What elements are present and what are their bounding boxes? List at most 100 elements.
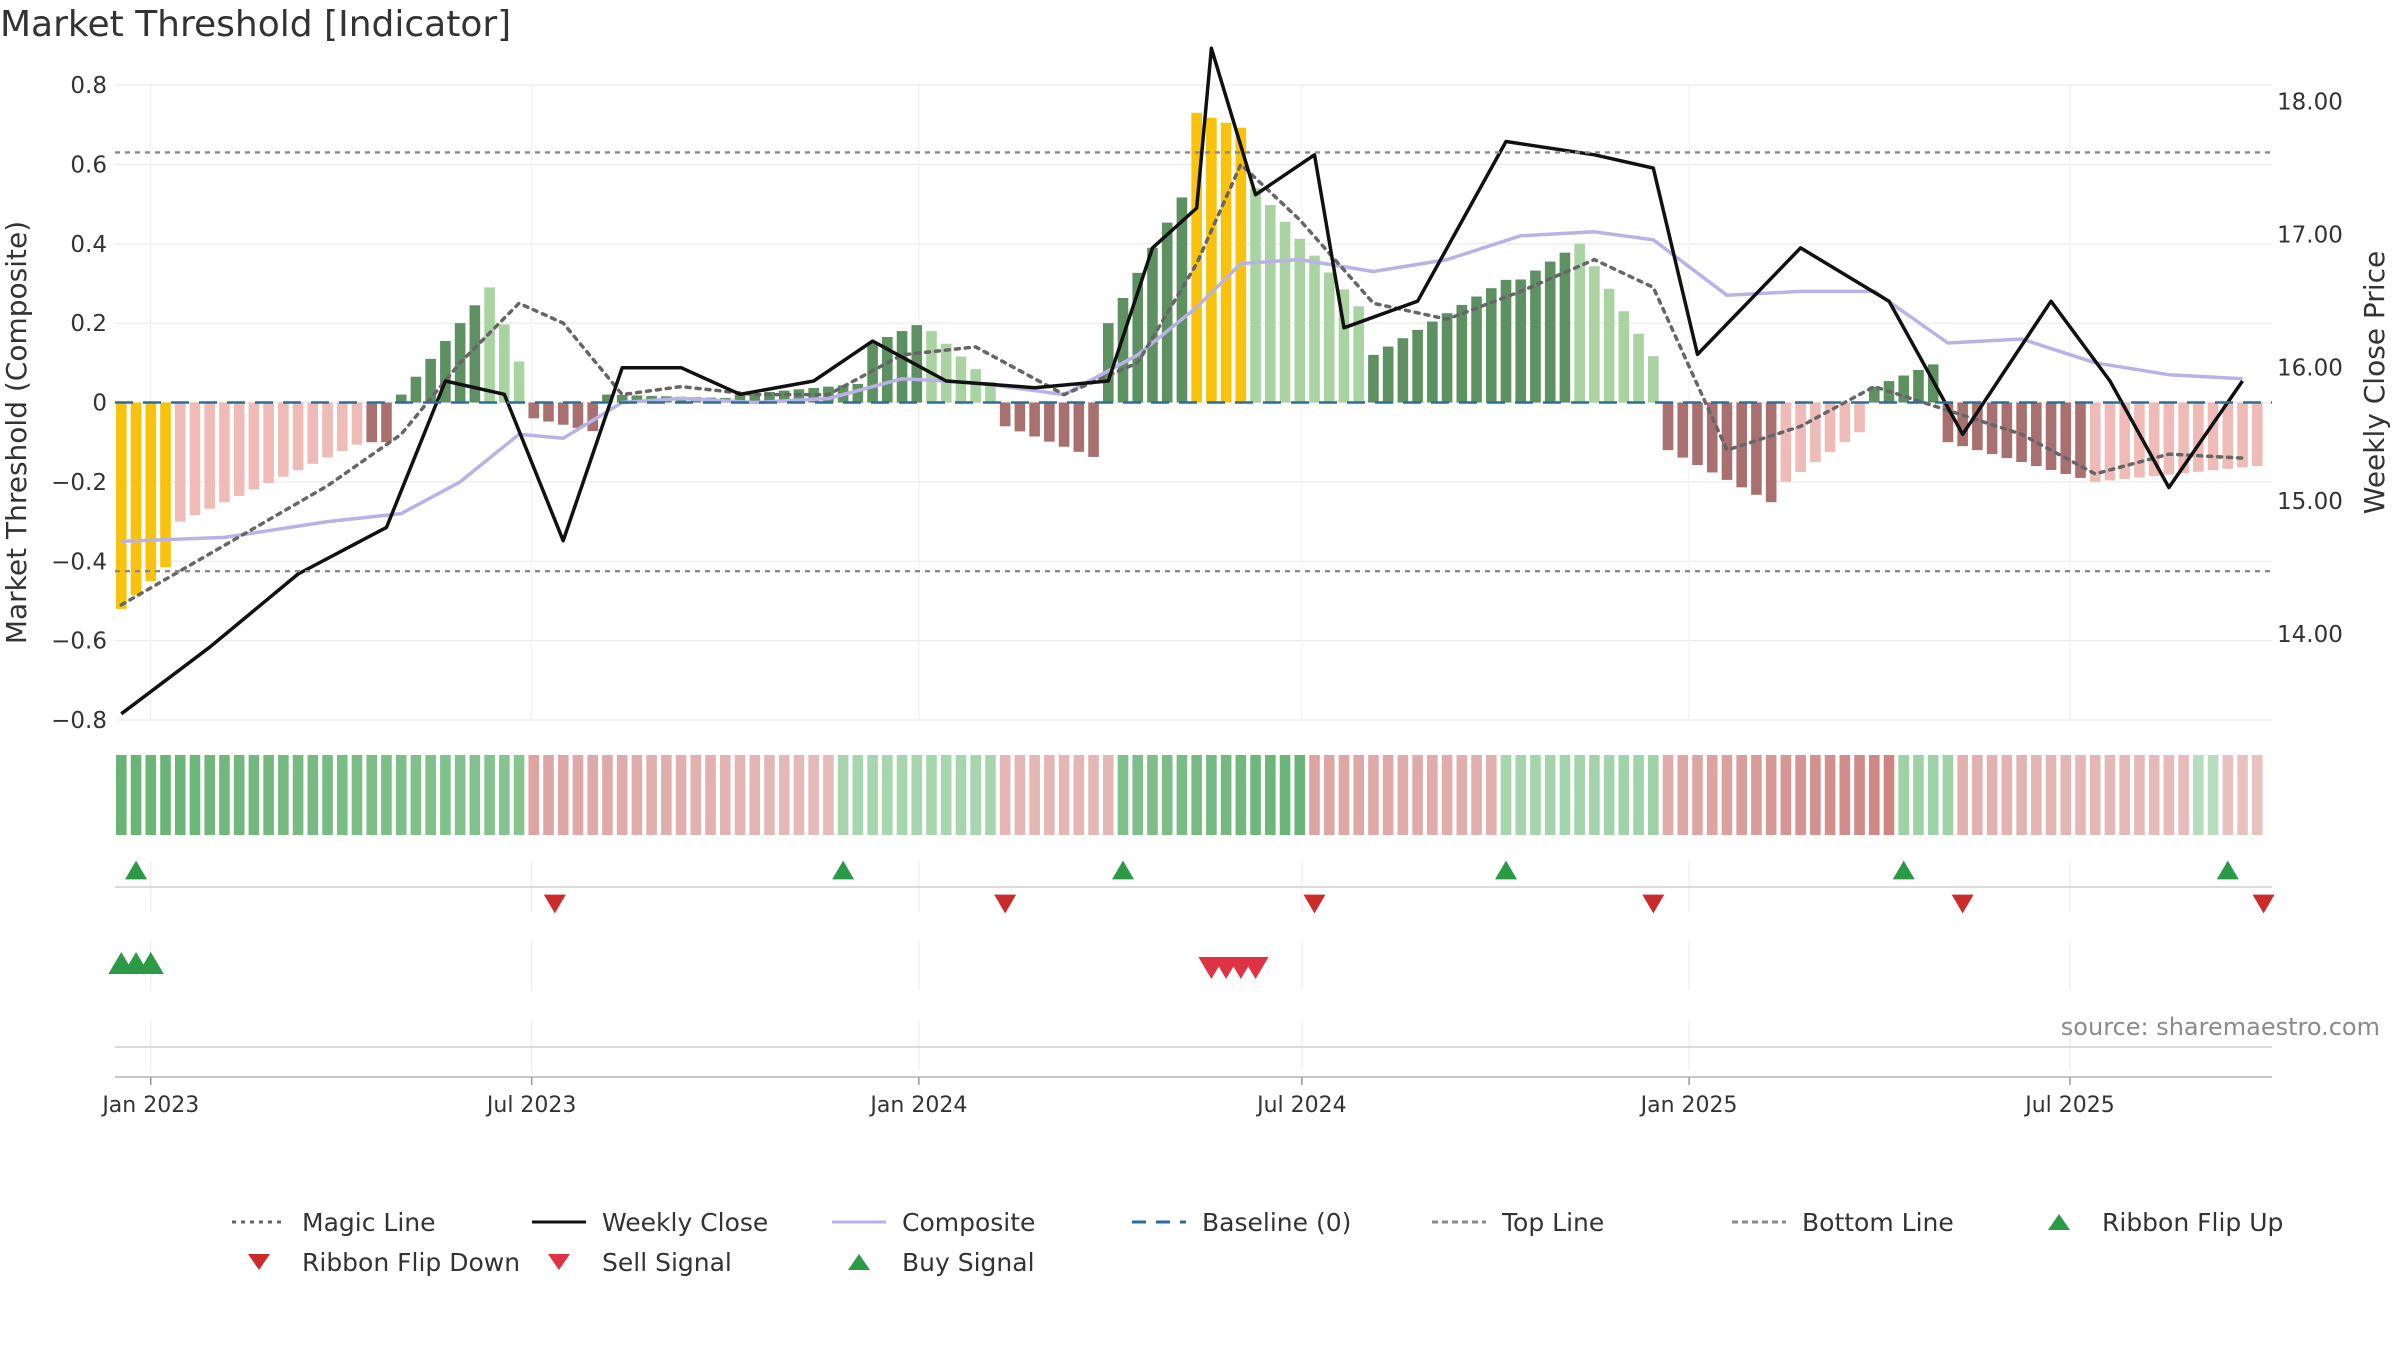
x-tick-label: Jan 2024: [868, 1093, 967, 1118]
ribbon-cell: [661, 755, 672, 835]
composite-bar: [616, 395, 628, 403]
legend-label: Baseline (0): [1202, 1207, 1352, 1237]
ribbon-cell: [2251, 755, 2263, 835]
composite-bar: [1471, 296, 1482, 403]
x-tick-label: Jan 2025: [1639, 1093, 1738, 1118]
ribbon-cell: [2075, 755, 2086, 835]
composite-bar: [1191, 112, 1202, 403]
ribbon-cell: [307, 755, 319, 835]
legend-item: Weekly Close: [528, 1205, 828, 1239]
composite-bar: [1765, 402, 1777, 503]
composite-bar: [2104, 402, 2116, 481]
ribbon-cell: [631, 755, 643, 835]
composite-bar: [395, 394, 407, 403]
ribbon-cell: [1044, 755, 1055, 835]
ribbon-cell: [2134, 755, 2145, 835]
ribbon-cell: [1603, 755, 1615, 835]
ribbon-cell: [1058, 755, 1070, 835]
composite-bar: [1515, 279, 1527, 403]
composite-bar: [1839, 402, 1851, 443]
composite-bar: [263, 402, 274, 484]
ribbon-cell: [263, 755, 274, 835]
composite-bar: [2222, 402, 2234, 469]
ribbon-cell: [1176, 755, 1188, 835]
composite-bar: [1353, 306, 1364, 403]
ribbon: [116, 755, 2263, 835]
ribbon-cell: [130, 755, 142, 835]
ribbon-cell: [1073, 755, 1085, 835]
y-tick-label: −0.4: [51, 549, 107, 575]
market-threshold-chart: 0.8 0.6 0.4 0.2 0 −0.2 −0.4 −0.6 −0.8 Market Thre…: [0, 46, 2391, 1118]
composite-bar: [1662, 402, 1674, 451]
ribbon-cell: [1427, 755, 1438, 835]
ribbon-cell: [1544, 755, 1556, 835]
ribbon-flip-down-marker: [1951, 894, 1974, 914]
y2-tick-label: 15.00: [2277, 489, 2343, 515]
y2-axis-label: Weekly Close Price: [2358, 251, 2391, 514]
legend-item: Ribbon Flip Up: [2028, 1205, 2328, 1239]
y2-tick-label: 16.00: [2277, 356, 2343, 382]
ribbon-flip-up-marker: [1892, 860, 1915, 880]
ribbon-cell: [454, 755, 466, 835]
ribbon-cell: [867, 755, 878, 835]
y2-tick-label: 17.00: [2277, 223, 2343, 249]
composite-bar: [1029, 402, 1040, 437]
composite-bars: [116, 112, 2263, 609]
composite-bar: [1795, 402, 1806, 472]
y-tick-label: 0.4: [70, 232, 107, 258]
ribbon-cell: [1927, 755, 1939, 835]
ribbon-cell: [1382, 755, 1394, 835]
y-tick-label: −0.6: [51, 629, 107, 655]
ribbon-cell: [543, 755, 554, 835]
composite-bar: [1500, 279, 1512, 403]
ribbon-cell: [1014, 755, 1026, 835]
composite-bar: [999, 402, 1011, 427]
legend-item: Top Line: [1428, 1205, 1728, 1239]
legend-swatch: [1732, 1220, 1786, 1224]
composite-bar: [1338, 289, 1350, 403]
weekly-close-line: [120, 46, 2244, 716]
ribbon-cell: [1323, 755, 1335, 835]
composite-bar: [1456, 304, 1468, 403]
ribbon-cell: [1441, 755, 1453, 835]
ribbon-cell: [381, 755, 392, 835]
composite-bar: [2207, 402, 2219, 471]
ribbon-cell: [852, 755, 864, 835]
legend-swatch: [1432, 1220, 1486, 1224]
composite-bar: [1706, 402, 1718, 473]
composite-bar: [543, 402, 554, 422]
composite-bar: [734, 394, 746, 403]
ribbon-cell: [1279, 755, 1291, 835]
composite-bar: [2193, 402, 2204, 472]
ribbon-cell: [1088, 755, 1099, 835]
composite-bar: [1044, 402, 1055, 442]
composite-bar: [2001, 402, 2013, 459]
composite-bar: [204, 402, 216, 509]
x-tick-label: Jul 2025: [2023, 1093, 2115, 1118]
composite-bar: [2089, 402, 2101, 482]
ribbon-cell: [484, 755, 495, 835]
ribbon-cell: [1662, 755, 1674, 835]
y-tick-label: 0.8: [70, 73, 107, 99]
composite-bar: [631, 395, 643, 403]
ribbon-cell: [1029, 755, 1040, 835]
ribbon-cell: [557, 755, 569, 835]
legend-item: Buy Signal: [828, 1245, 1128, 1279]
ribbon-flip-down-marker: [1303, 894, 1326, 914]
composite-bar: [1810, 402, 1821, 463]
ribbon-cell: [1736, 755, 1747, 835]
legend-label: Composite: [902, 1207, 1036, 1237]
ribbon-cell: [2104, 755, 2116, 835]
ribbon-flip-up-marker: [2216, 860, 2239, 880]
axes: 0.8 0.6 0.4 0.2 0 −0.2 −0.4 −0.6 −0.8 Market Thre…: [0, 73, 2391, 1118]
ribbon-cell: [2045, 755, 2057, 835]
ribbon-cell: [793, 755, 805, 835]
composite-bar: [602, 394, 613, 403]
ribbon-cell: [1633, 755, 1644, 835]
composite-bar: [469, 305, 481, 403]
series-lines: [119, 46, 2245, 716]
ribbon-cell: [1765, 755, 1777, 835]
composite-bar: [145, 402, 157, 582]
ribbon-cell: [1161, 755, 1173, 835]
ribbon-cell: [970, 755, 981, 835]
